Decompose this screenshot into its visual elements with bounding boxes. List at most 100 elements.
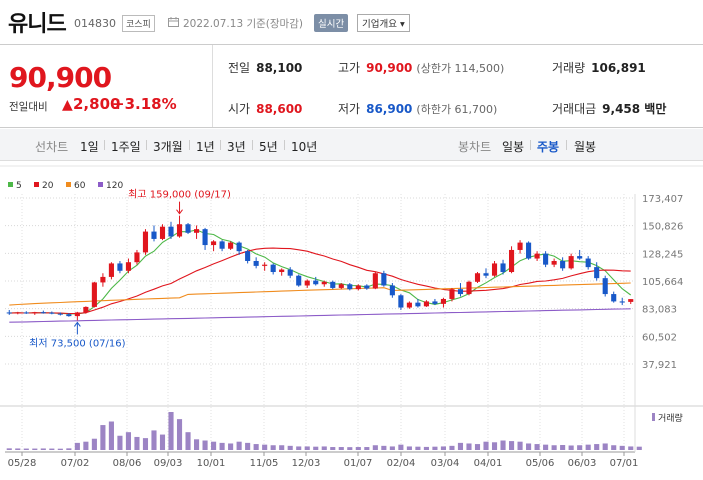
candle-body bbox=[159, 226, 166, 239]
company-overview-button[interactable]: 기업개요 ▾ bbox=[357, 14, 410, 32]
volume-bar bbox=[509, 441, 515, 450]
candle-body bbox=[568, 256, 574, 269]
volume-bar bbox=[57, 448, 63, 450]
volume-bar bbox=[355, 447, 361, 450]
volume-bar bbox=[134, 436, 140, 450]
candle-body bbox=[151, 231, 157, 239]
candle-body bbox=[483, 273, 489, 276]
candle-body bbox=[526, 242, 532, 259]
volume-bar bbox=[560, 445, 566, 450]
stock-header: 유니드 014830 코스피 2022.07.13 기준(장마감) 실시간 기업… bbox=[0, 0, 703, 44]
realtime-button[interactable]: 실시간 bbox=[314, 14, 349, 32]
tab-1d[interactable]: 1일 bbox=[80, 140, 99, 154]
candle-body bbox=[457, 289, 464, 295]
tab-3m[interactable]: 3개월 bbox=[153, 140, 183, 154]
candle-body bbox=[440, 298, 446, 304]
x-tick-label: 08/06 bbox=[113, 458, 142, 469]
y-tick-label: 105,664 bbox=[642, 277, 683, 288]
volume-bar bbox=[526, 443, 532, 450]
candle-body bbox=[245, 251, 251, 261]
volume-bars: 거래량 bbox=[6, 412, 683, 450]
volume-bar bbox=[534, 444, 540, 450]
high-price: 고가 90,900 (상한가 114,500) bbox=[338, 61, 505, 75]
volume-bar bbox=[66, 448, 72, 450]
candle-body bbox=[415, 302, 421, 307]
candle-body bbox=[228, 242, 234, 249]
low-annotation: 최저 73,500 (07/16) bbox=[29, 337, 125, 349]
volume-bar bbox=[491, 442, 498, 450]
candle-body bbox=[40, 312, 46, 314]
volume-bar bbox=[185, 432, 191, 450]
market-badge: 코스피 bbox=[122, 15, 155, 32]
divider bbox=[566, 140, 567, 150]
x-tick-label: 07/02 bbox=[61, 458, 90, 469]
candle-body bbox=[125, 262, 131, 271]
candle-body bbox=[466, 281, 472, 295]
tab-weekly[interactable]: 주봉 bbox=[537, 140, 560, 154]
candle-body bbox=[304, 280, 310, 286]
candle-body bbox=[364, 285, 370, 289]
candle-body bbox=[313, 280, 319, 285]
volume-bar bbox=[176, 419, 183, 450]
candle-body bbox=[594, 267, 600, 279]
divider bbox=[284, 140, 285, 150]
volume-bar bbox=[151, 430, 157, 450]
low-price: 저가 86,900 (하한가 61,700) bbox=[338, 102, 498, 116]
candle-body bbox=[347, 284, 353, 290]
stock-name: 유니드 bbox=[8, 12, 67, 37]
volume-bar bbox=[398, 444, 404, 450]
candle-body bbox=[100, 276, 106, 283]
legend-label: 60 bbox=[74, 181, 86, 191]
x-tick-label: 11/05 bbox=[250, 458, 279, 469]
candle-body bbox=[381, 273, 387, 286]
x-tick-label: 07/01 bbox=[610, 458, 639, 469]
volume-bar bbox=[457, 442, 464, 450]
volume-bar bbox=[372, 445, 378, 450]
candle-body bbox=[551, 260, 557, 265]
candle-body bbox=[49, 312, 55, 314]
candle-body bbox=[406, 302, 412, 308]
volume-bar bbox=[364, 447, 370, 450]
volume-bar bbox=[125, 432, 131, 450]
volume-bar bbox=[381, 445, 387, 450]
tab-1w[interactable]: 1주일 bbox=[111, 140, 141, 154]
y-tick-label: 128,245 bbox=[642, 249, 683, 260]
high-arrow-head bbox=[176, 209, 183, 215]
volume-bar bbox=[415, 446, 421, 450]
candle-body bbox=[202, 229, 208, 246]
candle-body bbox=[321, 281, 327, 285]
volume-bar bbox=[347, 447, 353, 450]
tab-10y[interactable]: 10년 bbox=[291, 140, 318, 154]
x-tick-label: 06/03 bbox=[568, 458, 597, 469]
tab-3y[interactable]: 3년 bbox=[227, 140, 246, 154]
prev-close: 전일 88,100 bbox=[228, 61, 303, 75]
x-tick-label: 01/07 bbox=[344, 458, 373, 469]
volume-legend-label: 거래량 bbox=[658, 412, 683, 424]
candle-body bbox=[389, 285, 395, 296]
legend-swatch bbox=[34, 182, 39, 187]
tab-daily[interactable]: 일봉 bbox=[502, 140, 525, 154]
divider bbox=[189, 140, 190, 150]
volume-bar bbox=[117, 435, 123, 450]
open-price: 시가 88,600 bbox=[228, 102, 303, 116]
calendar-icon bbox=[168, 17, 179, 27]
volume-bar bbox=[611, 445, 617, 450]
volume: 거래량 106,891 bbox=[552, 61, 646, 75]
volume-bar bbox=[168, 412, 174, 450]
high-annotation: 최고 159,000 (09/17) bbox=[128, 189, 231, 201]
tab-1y[interactable]: 1년 bbox=[196, 140, 215, 154]
volume-bar bbox=[228, 443, 234, 450]
tab-5y[interactable]: 5년 bbox=[259, 140, 278, 154]
volume-bar bbox=[500, 440, 506, 450]
candle-body bbox=[219, 241, 225, 249]
candle-body bbox=[15, 312, 21, 314]
quote-date: 2022.07.13 기준(장마감) bbox=[183, 18, 303, 30]
volume-bar bbox=[321, 446, 327, 450]
volume-bar bbox=[100, 425, 106, 450]
volume-bar bbox=[74, 442, 80, 450]
candle-body bbox=[194, 229, 200, 233]
y-tick-label: 37,921 bbox=[642, 360, 677, 371]
candle-body bbox=[253, 260, 259, 266]
tab-monthly[interactable]: 월봉 bbox=[574, 140, 597, 154]
y-tick-label: 83,083 bbox=[642, 305, 677, 316]
